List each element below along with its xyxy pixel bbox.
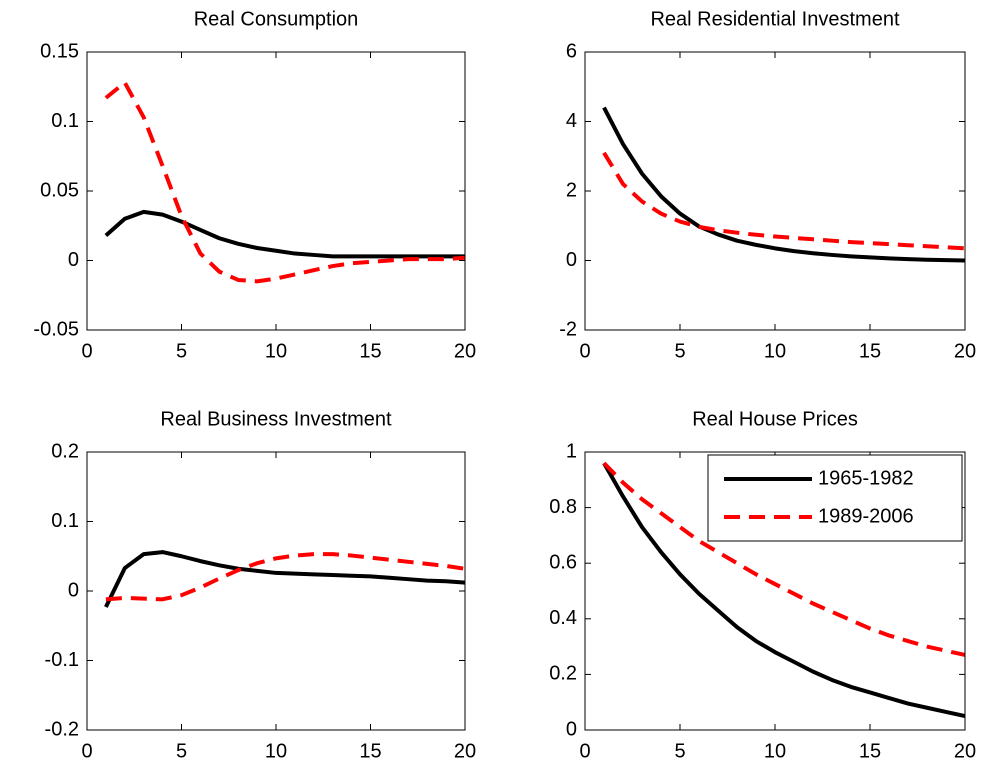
subplot-title: Real Consumption	[194, 8, 359, 30]
y-tick-label: 0.2	[51, 440, 79, 462]
y-tick-label: 2	[566, 179, 577, 201]
x-tick-label: 20	[954, 340, 976, 362]
series-line	[104, 80, 466, 284]
x-tick-label: 0	[579, 340, 590, 362]
y-tick-label: -0.05	[33, 318, 79, 340]
x-tick-label: 15	[859, 340, 881, 362]
x-tick-label: 20	[454, 740, 476, 762]
x-tick-label: 5	[674, 740, 685, 762]
x-tick-label: 15	[859, 740, 881, 762]
y-tick-label: 0	[68, 579, 79, 601]
legend-label: 1989-2006	[818, 505, 914, 527]
y-tick-label: 6	[566, 40, 577, 62]
x-tick-label: 15	[359, 340, 381, 362]
series-line	[602, 151, 966, 251]
axes-box	[86, 451, 466, 731]
x-tick-label: 0	[81, 740, 92, 762]
series-line	[105, 552, 466, 602]
y-tick-label: 4	[566, 110, 577, 132]
y-tick-label: -2	[559, 318, 577, 340]
y-tick-label: -0.1	[45, 649, 79, 671]
y-tick-label: 0.4	[549, 607, 577, 629]
series-line	[104, 550, 466, 608]
axes-box	[584, 451, 966, 731]
x-tick-label: 0	[81, 340, 92, 362]
y-tick-label: 1	[566, 440, 577, 462]
y-tick-label: 0.15	[40, 40, 79, 62]
y-tick-label: 0	[566, 249, 577, 271]
x-tick-label: 15	[359, 740, 381, 762]
y-tick-label: 0	[68, 249, 79, 271]
series-line	[602, 461, 966, 657]
y-tick-label: 0.6	[549, 551, 577, 573]
x-tick-label: 5	[176, 340, 187, 362]
axes-box	[86, 51, 466, 331]
subplot-title: Real Business Investment	[160, 408, 392, 430]
y-tick-label: 0.05	[40, 179, 79, 201]
subplot-title: Real House Prices	[692, 408, 858, 430]
y-tick-label: 0.2	[549, 663, 577, 685]
subplot-title: Real Residential Investment	[650, 8, 899, 30]
x-tick-label: 10	[764, 740, 786, 762]
series-line	[104, 209, 465, 259]
x-tick-label: 20	[454, 340, 476, 362]
y-tick-label: 0.1	[51, 510, 79, 532]
series-line	[602, 106, 966, 263]
y-tick-label: 0.8	[549, 496, 577, 518]
x-tick-label: 20	[954, 740, 976, 762]
x-tick-label: 5	[176, 740, 187, 762]
x-tick-label: 10	[764, 340, 786, 362]
y-tick-label: 0.1	[51, 110, 79, 132]
legend-box	[707, 454, 963, 542]
legend-label: 1965-1982	[818, 467, 914, 489]
y-tick-label: 0	[566, 718, 577, 740]
x-tick-label: 10	[265, 340, 287, 362]
y-tick-label: -0.2	[45, 718, 79, 740]
x-tick-label: 5	[674, 340, 685, 362]
x-tick-label: 10	[265, 740, 287, 762]
x-tick-label: 0	[579, 740, 590, 762]
series-line	[602, 462, 966, 719]
axes-box	[584, 51, 966, 331]
